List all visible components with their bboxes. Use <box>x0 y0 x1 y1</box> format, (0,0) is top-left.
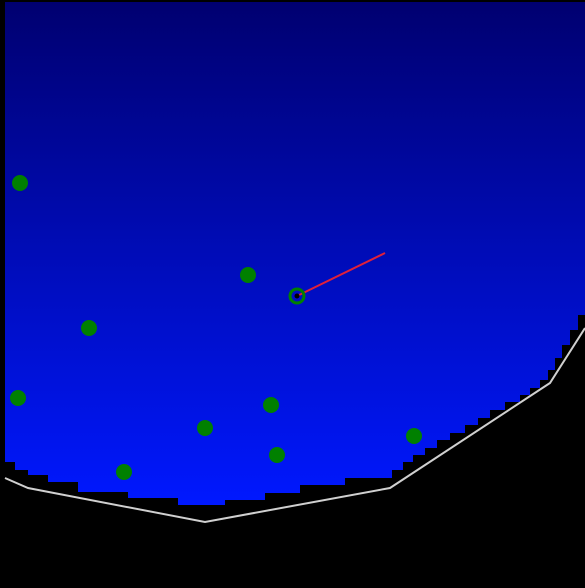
game-view <box>0 0 585 588</box>
target <box>12 175 28 191</box>
target <box>269 447 285 463</box>
target <box>406 428 422 444</box>
target <box>116 464 132 480</box>
target <box>10 390 26 406</box>
target <box>263 397 279 413</box>
target <box>240 267 256 283</box>
player-center <box>295 294 300 299</box>
page <box>0 0 585 588</box>
target <box>197 420 213 436</box>
target <box>81 320 97 336</box>
